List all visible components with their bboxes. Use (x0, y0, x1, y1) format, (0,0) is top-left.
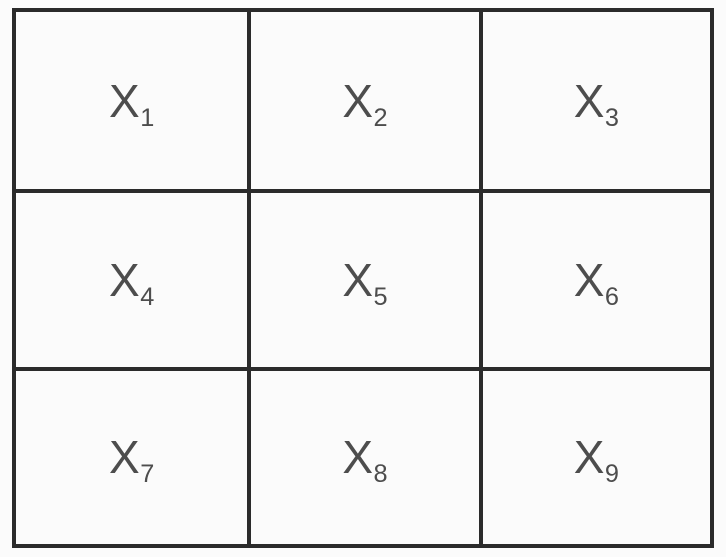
grid-cell: X8 (247, 367, 478, 544)
cell-label: X8 (342, 434, 387, 480)
cell-subscript: 5 (374, 283, 388, 311)
cell-subscript: 7 (140, 460, 154, 488)
cell-label: X4 (109, 257, 154, 303)
cell-label: X2 (342, 78, 387, 124)
grid-cell: X6 (479, 189, 710, 366)
cell-label: X3 (574, 78, 619, 124)
grid-cell: X3 (479, 12, 710, 189)
grid-cell: X1 (16, 12, 247, 189)
grid-cell: X9 (479, 367, 710, 544)
cell-subscript: 1 (140, 104, 154, 132)
cell-label: X1 (109, 78, 154, 124)
cell-subscript: 3 (605, 104, 619, 132)
grid-cell: X7 (16, 367, 247, 544)
cell-base: X (574, 254, 605, 306)
cell-label: X6 (574, 257, 619, 303)
variable-grid: X1X2X3X4X5X6X7X8X9 (12, 8, 714, 548)
cell-label: X7 (109, 434, 154, 480)
grid-cell: X2 (247, 12, 478, 189)
cell-subscript: 6 (605, 283, 619, 311)
cell-base: X (342, 431, 373, 483)
cell-base: X (574, 75, 605, 127)
cell-base: X (109, 75, 140, 127)
grid-cell: X5 (247, 189, 478, 366)
cell-base: X (342, 75, 373, 127)
grid-cell: X4 (16, 189, 247, 366)
cell-subscript: 4 (140, 283, 154, 311)
cell-subscript: 8 (374, 460, 388, 488)
cell-subscript: 2 (374, 104, 388, 132)
cell-base: X (574, 431, 605, 483)
cell-label: X5 (342, 257, 387, 303)
cell-base: X (342, 254, 373, 306)
cell-label: X9 (574, 434, 619, 480)
cell-base: X (109, 254, 140, 306)
cell-subscript: 9 (605, 460, 619, 488)
cell-base: X (109, 431, 140, 483)
